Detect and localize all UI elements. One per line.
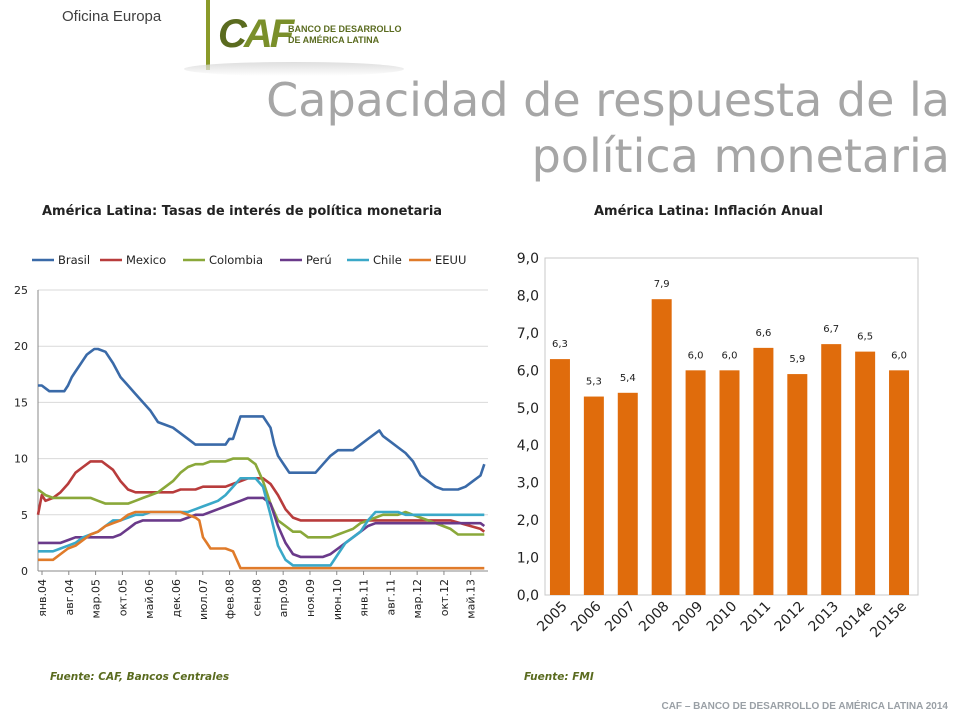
legend-label-colombia: Colombia — [209, 253, 263, 267]
bar-data-label-2014e: 6,5 — [857, 332, 873, 343]
y-tick-label-4: 4,0 — [517, 438, 539, 454]
bar-data-label-2011: 6,6 — [755, 328, 771, 339]
x-tick-label-8: сен.08 — [250, 579, 263, 617]
x-tick-label-2: мар.05 — [90, 579, 103, 619]
logo-divider — [206, 0, 210, 70]
x-tick-label-1: авг.04 — [63, 579, 76, 616]
x-tick-label-2007: 2007 — [602, 599, 639, 636]
x-tick-label-12: янв.11 — [358, 579, 371, 617]
y-tick-label-3: 15 — [14, 396, 28, 409]
x-tick-label-11: июн.10 — [331, 579, 344, 620]
y-tick-label-4: 20 — [14, 340, 28, 353]
bar-2006 — [583, 396, 604, 595]
office-label: Oficina Europa — [62, 8, 162, 25]
y-tick-label-3: 3,0 — [517, 476, 539, 492]
logo-line1: BANCO DE DESARROLLO — [288, 24, 402, 34]
x-tick-label-9: апр.09 — [277, 579, 290, 617]
bar-2008 — [651, 299, 672, 595]
x-tick-label-2015e: 2015e — [867, 599, 910, 642]
series-line-chile — [38, 477, 485, 567]
x-tick-label-4: май.06 — [143, 579, 156, 619]
bar-data-label-2006: 5,3 — [586, 377, 602, 388]
bar-2005 — [549, 359, 570, 595]
x-tick-label-16: май.13 — [465, 579, 478, 619]
x-tick-label-0: янв.04 — [36, 579, 49, 617]
bar-2009 — [685, 370, 706, 595]
bar-data-label-2013: 6,7 — [823, 324, 839, 335]
y-tick-label-9: 9,0 — [517, 251, 539, 267]
y-tick-label-5: 25 — [14, 284, 28, 297]
x-tick-label-10: ноя.09 — [304, 579, 317, 617]
bar-data-label-2015e: 6,0 — [891, 350, 907, 361]
y-tick-label-8: 8,0 — [517, 288, 539, 304]
bar-2012 — [787, 374, 808, 595]
x-tick-label-2005: 2005 — [534, 599, 571, 636]
legend-label-mexico: Mexico — [126, 253, 166, 267]
x-tick-label-7: фев.08 — [224, 579, 237, 619]
bar-2011 — [753, 347, 774, 595]
x-tick-label-13: авг.11 — [384, 579, 397, 616]
x-tick-label-5: дек.06 — [170, 579, 183, 618]
y-tick-label-0: 0,0 — [517, 588, 539, 604]
x-tick-label-2009: 2009 — [670, 599, 707, 636]
y-tick-label-0: 0 — [21, 565, 28, 578]
y-tick-label-2: 2,0 — [517, 513, 539, 529]
logo-shadow — [184, 62, 404, 76]
logo-text: BANCO DE DESARROLLO DE AMÉRICA LATINA — [288, 24, 402, 46]
x-tick-label-6: июл.07 — [197, 579, 210, 620]
y-tick-label-1: 1,0 — [517, 551, 539, 567]
left-chart-title: América Latina: Tasas de interés de polí… — [42, 204, 443, 219]
logo-line2: DE AMÉRICA LATINA — [288, 35, 380, 45]
bar-2013 — [821, 344, 842, 595]
bar-data-label-2009: 6,0 — [688, 350, 704, 361]
x-tick-label-2008: 2008 — [636, 599, 673, 636]
legend-label-brasil: Brasil — [58, 253, 90, 267]
legend-label-eeuu: EEUU — [435, 253, 466, 267]
series-line-perú — [38, 496, 486, 559]
series-line-brasil — [38, 347, 486, 491]
inflation-bar-chart: 0,0 1,0 2,0 3,0 4,0 5,0 6,0 7,0 8,0 9,0 6,3 2005 5,3… — [517, 251, 919, 642]
x-tick-label-3: окт.05 — [116, 579, 129, 616]
y-tick-label-1: 5 — [21, 509, 28, 522]
x-tick-label-15: окт.12 — [438, 579, 451, 616]
right-source: Fuente: FMI — [524, 671, 594, 683]
legend-label-perú: Perú — [306, 253, 332, 267]
x-tick-label-2014e: 2014e — [833, 599, 876, 642]
x-tick-label-2010: 2010 — [704, 599, 741, 636]
bar-data-label-2008: 7,9 — [654, 279, 670, 290]
left-source: Fuente: CAF, Bancos Centrales — [50, 671, 230, 683]
page-title-line1: Capacidad de respuesta de la — [266, 73, 950, 127]
bar-2007 — [617, 392, 638, 595]
y-tick-label-6: 6,0 — [517, 363, 539, 379]
x-tick-label-2011: 2011 — [738, 599, 775, 636]
bar-data-label-2007: 5,4 — [620, 373, 636, 384]
bar-2010 — [719, 370, 740, 595]
y-tick-label-2: 10 — [14, 453, 28, 466]
x-tick-label-14: мар.12 — [411, 579, 424, 619]
bar-2015e — [889, 370, 910, 595]
bar-data-label-2010: 6,0 — [722, 350, 738, 361]
right-chart-title: América Latina: Inflación Anual — [594, 204, 823, 219]
legend-label-chile: Chile — [373, 253, 402, 267]
bar-data-label-2012: 5,9 — [789, 354, 805, 365]
page-title-line2: política monetaria — [531, 129, 950, 183]
series-line-eeuu — [38, 510, 485, 570]
x-tick-label-2006: 2006 — [568, 598, 605, 635]
bar-data-label-2005: 6,3 — [552, 339, 568, 350]
x-tick-label-2012: 2012 — [772, 599, 809, 636]
footer-text: CAF – BANCO DE DESARROLLO DE AMÉRICA LAT… — [661, 701, 948, 712]
policy-rate-line-chart: 0 5 10 15 20 25 янв.04 авг.04 мар.05 окт.05 май.06… — [14, 253, 488, 620]
y-tick-label-5: 5,0 — [517, 401, 539, 417]
caf-logo: CAF — [218, 12, 294, 56]
bar-2014e — [855, 351, 876, 595]
series-line-mexico — [36, 460, 486, 533]
page-title: Capacidad de respuesta de la política mo… — [266, 72, 950, 184]
y-tick-label-7: 7,0 — [517, 326, 539, 342]
